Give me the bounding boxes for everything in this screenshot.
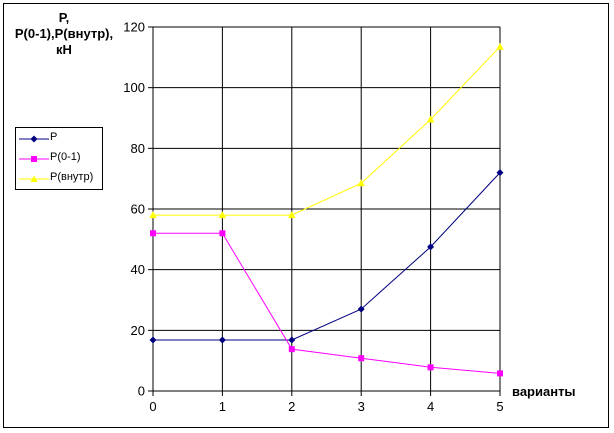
- data-point: [427, 243, 435, 251]
- data-point: [357, 179, 365, 187]
- data-point: [149, 336, 157, 344]
- y-axis-label: P, P(0-1),P(внутр), кН: [14, 10, 114, 57]
- data-point: [218, 211, 227, 219]
- y-tick-label: 100: [123, 80, 145, 95]
- y-tick-label: 80: [131, 141, 145, 156]
- legend-item-p: P: [16, 130, 104, 148]
- legend-item-p-0-1: P(0-1): [16, 150, 104, 168]
- y-tick-label: 60: [131, 202, 145, 217]
- x-tick-label: 2: [288, 399, 295, 414]
- x-tick-label: 4: [427, 399, 434, 414]
- data-point: [150, 230, 156, 237]
- x-tick-label: 1: [219, 399, 226, 414]
- data-point: [218, 336, 226, 344]
- data-point: [149, 211, 157, 219]
- data-point: [426, 115, 435, 123]
- data-point: [288, 211, 296, 219]
- data-point: [358, 355, 365, 362]
- data-point: [496, 169, 504, 177]
- data-point: [497, 370, 503, 377]
- legend-label: P(внутр): [50, 171, 94, 183]
- data-point: [288, 336, 296, 344]
- y-tick-label: 120: [123, 20, 145, 35]
- x-tick-label: 0: [149, 399, 156, 414]
- data-point: [357, 305, 365, 313]
- x-tick-label: 3: [358, 399, 365, 414]
- x-axis-label: варианты: [512, 384, 576, 399]
- series-line-0: [153, 172, 501, 341]
- x-tick-label: 5: [496, 399, 503, 414]
- data-point: [427, 364, 434, 371]
- data-point: [219, 230, 226, 237]
- data-point: [496, 42, 504, 50]
- legend-label: P: [50, 131, 58, 143]
- series-line-1: [153, 232, 501, 374]
- data-point: [288, 346, 295, 353]
- y-tick-label: 20: [131, 323, 145, 338]
- legend-item-p-vnutr: P(внутр): [16, 170, 104, 188]
- legend: P P(0-1) P(внутр): [15, 127, 103, 190]
- legend-label: P(0-1): [50, 151, 81, 163]
- series-line-2: [153, 46, 501, 216]
- y-tick-label: 0: [138, 384, 145, 399]
- y-tick-label: 40: [131, 262, 145, 277]
